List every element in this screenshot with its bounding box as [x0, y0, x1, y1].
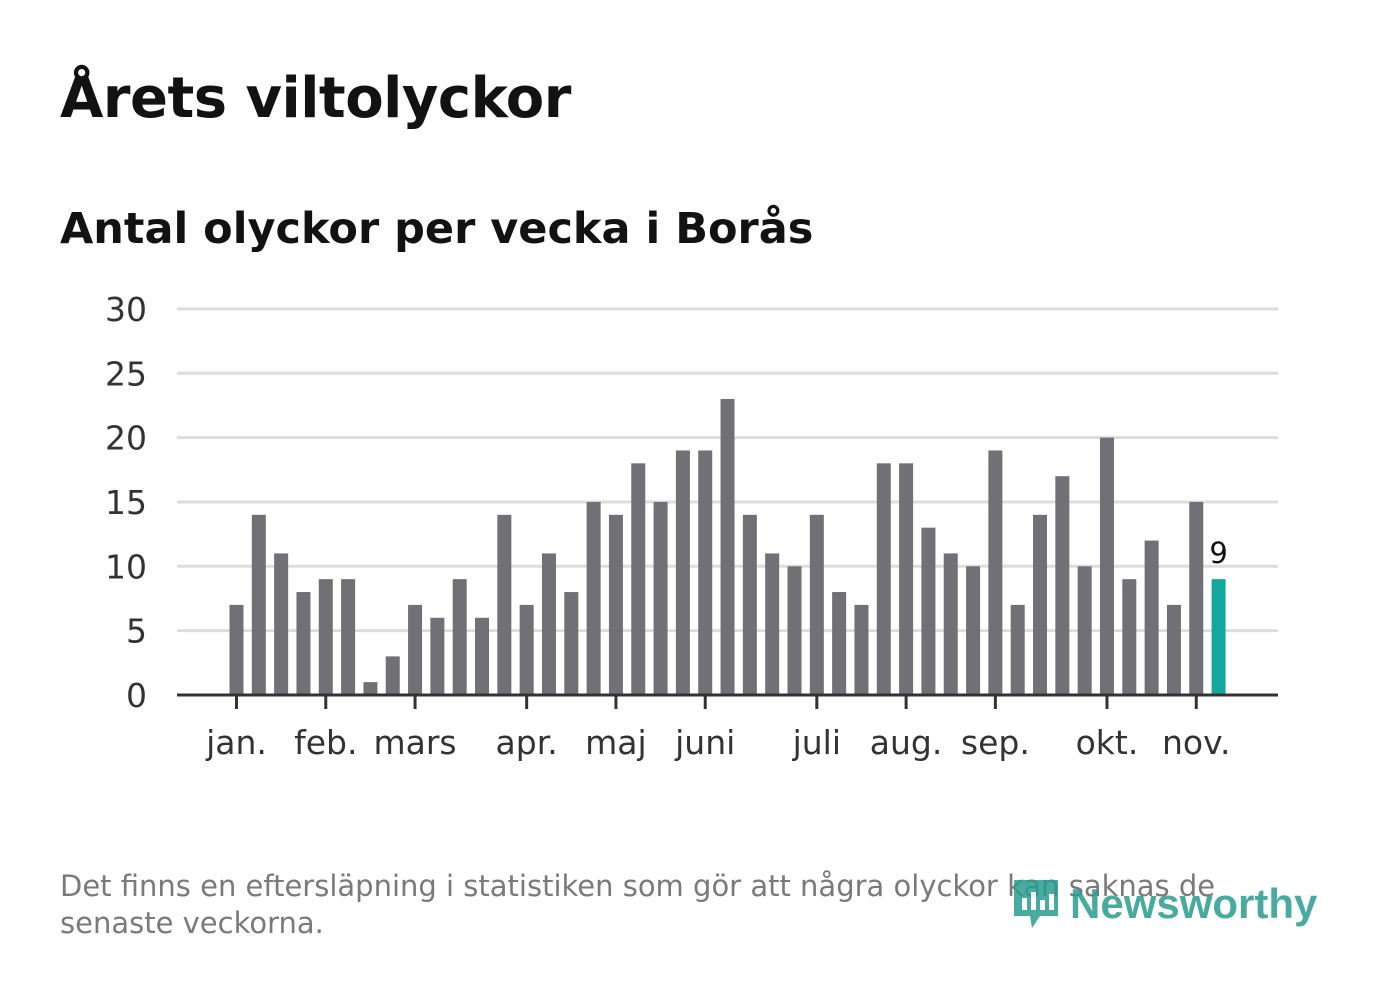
bar [475, 617, 490, 695]
bar [318, 579, 333, 695]
bar [296, 592, 311, 695]
bar [1033, 514, 1048, 695]
bar [765, 553, 780, 695]
bar [274, 553, 289, 695]
bar [586, 501, 601, 695]
chart-title: Årets viltolyckor [60, 66, 571, 131]
highlight-value-label: 9 [1209, 536, 1227, 570]
bar [988, 450, 1003, 695]
bar [1077, 566, 1092, 695]
bar [497, 514, 512, 695]
bar [698, 450, 713, 695]
bar [430, 617, 445, 695]
chart-subtitle: Antal olyckor per vecka i Borås [60, 204, 814, 254]
bar [608, 514, 623, 695]
month-label: maj [585, 723, 647, 762]
bar [943, 553, 958, 695]
month-label: okt. [1076, 723, 1139, 762]
month-label: nov. [1162, 723, 1231, 762]
bar [966, 566, 981, 695]
bar [742, 514, 757, 695]
bars [229, 398, 1226, 695]
highlight-bar [1211, 579, 1226, 695]
logo-text: Newsworthy [1070, 880, 1318, 927]
bar [787, 566, 802, 695]
month-label: mars [373, 723, 456, 762]
bar [1122, 579, 1137, 695]
bar [1144, 540, 1159, 695]
bar [1055, 476, 1070, 695]
y-tick-label: 25 [105, 354, 147, 393]
bar [899, 463, 914, 695]
month-label: sep. [961, 723, 1030, 762]
bar [251, 514, 266, 695]
y-tick-label: 30 [105, 290, 147, 329]
month-label: apr. [496, 723, 558, 762]
y-tick-label: 15 [105, 483, 147, 522]
axes [177, 693, 1278, 709]
bar [854, 604, 869, 695]
bar [809, 514, 824, 695]
bar [1099, 437, 1114, 695]
bar [564, 592, 579, 695]
bar [832, 592, 847, 695]
bar [408, 604, 423, 695]
y-tick-label: 10 [105, 547, 147, 586]
month-label: feb. [294, 723, 357, 762]
y-tick-label: 20 [105, 419, 147, 458]
y-tick-label: 0 [126, 676, 147, 715]
month-label: aug. [870, 723, 943, 762]
bar [341, 579, 356, 695]
y-tick-label: 5 [126, 612, 147, 651]
bar [876, 463, 891, 695]
month-label: juli [792, 723, 841, 762]
bar [1010, 604, 1025, 695]
newsworthy-logo: Newsworthy [1010, 876, 1317, 932]
month-label: juni [674, 723, 735, 762]
labels: 0 5 10 15 20 25 30 9 jan. feb. mars apr. maj juni juli… [105, 290, 1231, 762]
bar [385, 656, 400, 695]
bar [1189, 501, 1204, 695]
bar [921, 527, 936, 695]
bar [229, 604, 244, 695]
bar [363, 682, 378, 695]
newsworthy-logo-icon [1014, 880, 1058, 928]
bar [720, 398, 735, 695]
bar [631, 463, 646, 695]
bar [519, 604, 534, 695]
bar [653, 501, 668, 695]
bar [1166, 604, 1181, 695]
bar [541, 553, 556, 695]
month-label: jan. [205, 723, 267, 762]
bar [675, 450, 690, 695]
bar [452, 579, 467, 695]
